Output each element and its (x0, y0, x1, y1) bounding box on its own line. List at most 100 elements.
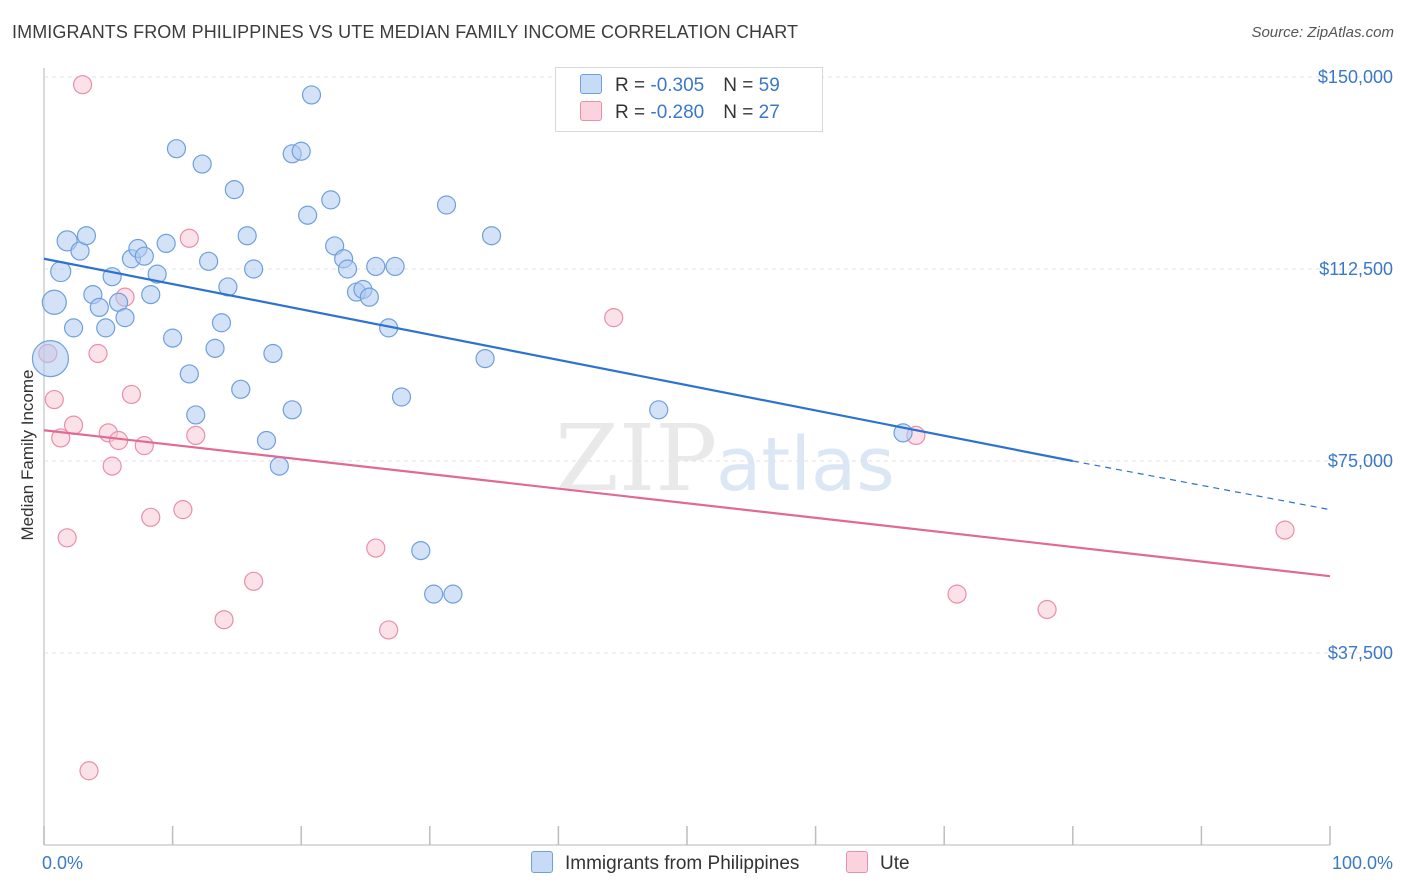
bottom-legend-label: Ute (880, 853, 910, 874)
philippines-point (237, 226, 257, 246)
philippines-point (76, 226, 97, 246)
philippines-point (443, 584, 463, 604)
svg-text:atlas: atlas (716, 422, 895, 508)
ute-point (57, 528, 77, 548)
ute-point (134, 436, 154, 456)
philippines-point (186, 405, 206, 425)
svg-text:ZIP: ZIP (555, 405, 717, 512)
y-tick-label: $37,500 (1328, 643, 1393, 663)
philippines-trend-line-extension (1072, 460, 1331, 511)
ute-point (947, 584, 967, 604)
philippines-point (166, 139, 187, 159)
legend-row-philippines: R = -0.305 N = 59 (580, 74, 780, 100)
philippines-point (31, 340, 70, 378)
legend-row-ute: R = -0.280 N = 27 (580, 101, 780, 127)
philippines-point (391, 387, 412, 407)
philippines-point (481, 226, 502, 246)
bottom-legend-label: Immigrants from Philippines (565, 853, 800, 874)
philippines-point (141, 285, 161, 305)
ute-point (214, 610, 234, 630)
stats-legend: R = -0.305 N = 59 R = -0.280 N = 27 (555, 67, 823, 132)
ute-point (173, 500, 193, 520)
philippines-point (134, 246, 154, 266)
philippines-point (147, 264, 167, 284)
philippines-point (424, 584, 444, 604)
bottom-legend-philippines: Immigrants from Philippines (531, 851, 799, 875)
grid-lines (44, 76, 1393, 654)
philippines-point (436, 195, 457, 215)
philippines-point (96, 318, 116, 338)
ute-point (141, 507, 161, 527)
philippines-point (231, 379, 251, 399)
philippines-point (337, 259, 358, 279)
legend-n-label: N = (723, 102, 759, 123)
axes (43, 68, 1331, 846)
philippines-points (31, 85, 913, 604)
philippines-point (115, 308, 135, 328)
legend-r-label: R = (615, 75, 651, 96)
philippines-point (50, 260, 72, 283)
legend-n-value: 27 (758, 102, 780, 123)
philippines-point (321, 190, 341, 210)
ute-trend-line (43, 429, 1331, 578)
ute-point (44, 389, 64, 410)
philippines-point (298, 205, 318, 225)
legend-r-value: -0.305 (650, 75, 705, 96)
philippines-point (156, 233, 176, 253)
ute-point (1037, 599, 1057, 620)
legend-n-label: N = (723, 75, 759, 96)
bottom-legend-swatch-pink (846, 851, 868, 873)
ute-point (244, 571, 264, 591)
x-tick-label-min: 0.0% (42, 853, 83, 873)
ute-point (121, 384, 142, 405)
legend-swatch-blue (580, 74, 602, 94)
ute-point (366, 538, 386, 558)
ute-point (179, 228, 199, 248)
trend-lines (43, 257, 1331, 578)
ute-point (186, 425, 206, 445)
chart-title: IMMIGRANTS FROM PHILIPPINES VS UTE MEDIA… (12, 22, 799, 42)
philippines-point (224, 180, 244, 200)
philippines-point (366, 256, 386, 277)
philippines-point (269, 456, 289, 476)
legend-r-label: R = (615, 102, 651, 123)
philippines-point (411, 540, 431, 561)
y-tick-label: $150,000 (1318, 67, 1393, 87)
y-tick-labels: $37,500 $75,000 $112,500 $150,000 (1318, 67, 1393, 663)
philippines-point (199, 251, 219, 271)
y-tick-label: $112,500 (1319, 259, 1393, 279)
philippines-point (192, 154, 212, 174)
philippines-point (179, 364, 199, 384)
y-axis-label: Median Family Income (18, 369, 37, 540)
zipatlas-watermark: ZIP atlas (555, 405, 895, 512)
philippines-point (649, 400, 669, 420)
philippines-point (163, 328, 183, 348)
philippines-point (244, 259, 264, 279)
legend-n-value: 59 (758, 75, 780, 96)
philippines-point (359, 287, 379, 307)
ute-point (72, 75, 93, 95)
philippines-point (205, 338, 225, 358)
philippines-point (41, 289, 67, 315)
legend-r-value: -0.280 (650, 102, 705, 123)
philippines-point (282, 400, 302, 420)
source-label: Source: ZipAtlas.com (1251, 24, 1394, 41)
ute-point (63, 415, 84, 435)
x-tick-labels: 0.0% 100.0% (42, 853, 1393, 873)
bottom-legend-ute: Ute (846, 851, 910, 875)
x-tick-label-max: 100.0% (1332, 853, 1393, 873)
legend-swatch-pink (580, 101, 602, 121)
bottom-legend-swatch-blue (531, 851, 553, 873)
philippines-point (89, 297, 109, 317)
philippines-point (385, 256, 405, 277)
philippines-point (256, 430, 277, 451)
ute-point (88, 343, 108, 364)
philippines-point (291, 141, 311, 161)
philippines-point (63, 318, 84, 338)
philippines-point (301, 85, 322, 105)
ute-point (79, 761, 99, 781)
philippines-trend-line (43, 257, 1074, 463)
ute-point (1275, 520, 1295, 540)
philippines-point (263, 343, 283, 364)
